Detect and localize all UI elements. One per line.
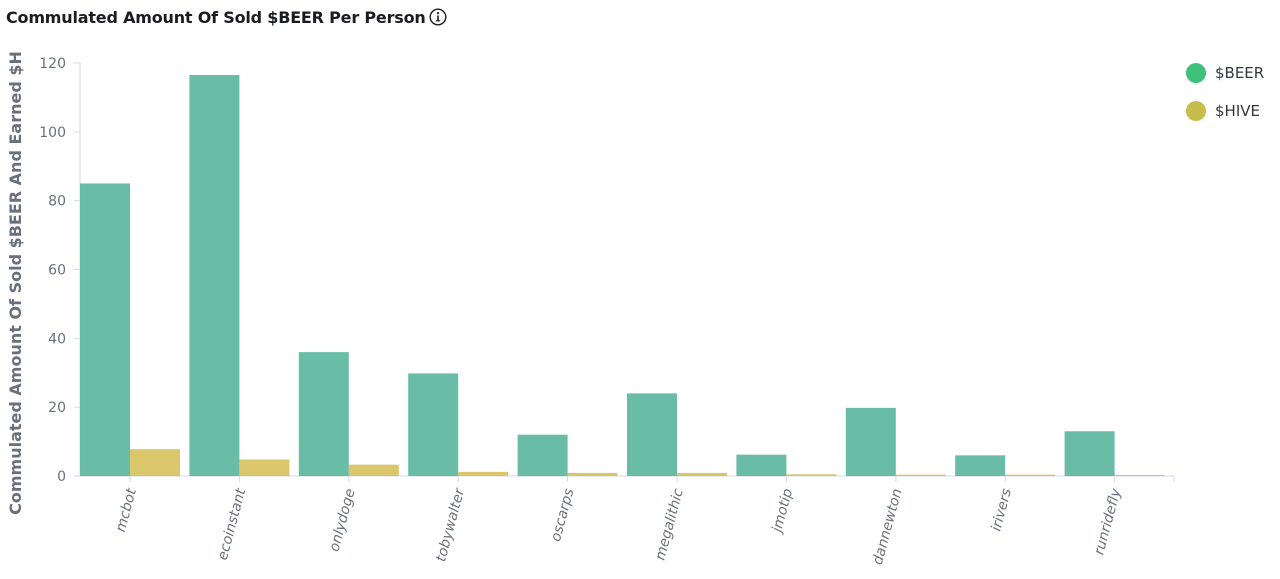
bar-mcbot-hive[interactable] bbox=[130, 449, 180, 476]
x-tick-label: jmotip bbox=[769, 487, 796, 536]
legend: $BEER $HIVE bbox=[1186, 54, 1264, 130]
y-tick-label: 80 bbox=[48, 194, 66, 210]
bar-tobywalter-beer[interactable] bbox=[408, 373, 459, 476]
x-tick-label: megalithic bbox=[652, 487, 687, 562]
y-tick-label: 0 bbox=[57, 469, 66, 485]
bar-dannewton-beer[interactable] bbox=[845, 407, 896, 476]
bar-megalithic-hive[interactable] bbox=[677, 472, 727, 476]
bar-irivers-beer[interactable] bbox=[955, 455, 1006, 476]
bar-ecoinstant-beer[interactable] bbox=[189, 75, 240, 476]
chart-header: Commulated Amount Of Sold $BEER Per Pers… bbox=[6, 5, 447, 29]
bar-oscarps-hive[interactable] bbox=[567, 472, 618, 476]
bar-jmotip-hive[interactable] bbox=[786, 474, 837, 476]
y-tick-label: 20 bbox=[48, 400, 66, 416]
bar-runridefly-hive[interactable] bbox=[1114, 474, 1165, 476]
x-tick-label: mcbot bbox=[113, 486, 140, 533]
bar-oscarps-beer[interactable] bbox=[517, 434, 568, 476]
x-tick-label: runridefly bbox=[1091, 486, 1124, 556]
legend-swatch bbox=[1186, 101, 1206, 121]
chart-title: Commulated Amount Of Sold $BEER Per Pers… bbox=[6, 7, 426, 27]
bar-tobywalter-hive[interactable] bbox=[458, 471, 509, 476]
bar-megalithic-beer[interactable] bbox=[627, 393, 677, 476]
y-tick-label: 100 bbox=[39, 125, 66, 141]
x-tick-label: ecoinstant bbox=[215, 486, 250, 561]
y-axis-label: Commulated Amount Of Sold $BEER And Earn… bbox=[6, 51, 25, 515]
x-tick-label: irivers bbox=[988, 487, 1015, 533]
legend-item[interactable]: $HIVE bbox=[1186, 92, 1264, 130]
legend-label: $BEER bbox=[1215, 64, 1265, 82]
x-tick-label: onlydoge bbox=[326, 487, 358, 554]
legend-swatch bbox=[1186, 63, 1206, 83]
bar-onlydoge-beer[interactable] bbox=[298, 352, 349, 476]
x-tick-label: tobywalter bbox=[433, 486, 468, 564]
legend-label: $HIVE bbox=[1215, 102, 1260, 120]
bar-jmotip-beer[interactable] bbox=[736, 454, 787, 476]
plot-area: 0 20 40 60 80 100 120 Commulated Amount Of Sold… bbox=[6, 51, 1175, 567]
x-tick-label: dannewton bbox=[870, 487, 906, 567]
bar-runridefly-beer[interactable] bbox=[1064, 431, 1115, 476]
x-tick-label: oscarps bbox=[548, 487, 577, 543]
y-tick-label: 40 bbox=[48, 331, 66, 347]
bar-irivers-hive[interactable] bbox=[1005, 474, 1056, 476]
info-icon[interactable] bbox=[429, 8, 447, 26]
legend-item[interactable]: $BEER bbox=[1186, 54, 1264, 92]
bar-onlydoge-hive[interactable] bbox=[348, 464, 399, 476]
y-tick-label: 120 bbox=[39, 56, 66, 72]
bar-mcbot-beer[interactable] bbox=[80, 183, 130, 477]
bar-ecoinstant-hive[interactable] bbox=[239, 459, 290, 476]
bar-dannewton-hive[interactable] bbox=[895, 474, 946, 476]
y-tick-label: 60 bbox=[48, 263, 66, 279]
